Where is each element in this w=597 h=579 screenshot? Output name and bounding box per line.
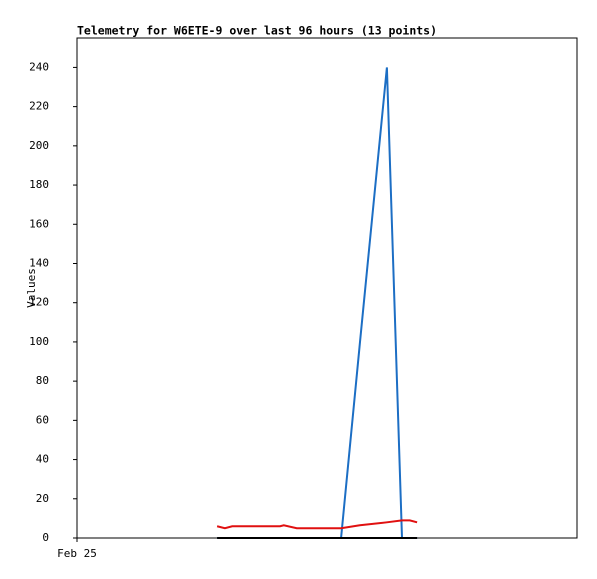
y-tick-label: 80 — [36, 374, 49, 387]
y-tick-label: 120 — [29, 296, 49, 309]
plot-frame — [76, 37, 578, 539]
y-tick-label: 40 — [36, 453, 49, 466]
chart-title: Telemetry for W6ETE-9 over last 96 hours… — [77, 24, 437, 38]
y-tick-label: 140 — [29, 256, 49, 269]
y-tick-label: 100 — [29, 335, 49, 348]
x-tick-label: Feb 25 — [57, 547, 97, 560]
series-line — [217, 67, 418, 539]
y-tick-label: 220 — [29, 100, 49, 113]
series-line — [216, 519, 418, 530]
y-tick-label: 0 — [42, 531, 49, 544]
y-tick-label: 180 — [29, 178, 49, 191]
y-axis-label: Values — [25, 268, 38, 308]
y-tick-label: 60 — [36, 413, 49, 426]
y-tick-label: 160 — [29, 217, 49, 230]
y-tick-label: 20 — [36, 492, 49, 505]
y-tick-label: 200 — [29, 139, 49, 152]
y-tick-label: 240 — [29, 60, 49, 73]
